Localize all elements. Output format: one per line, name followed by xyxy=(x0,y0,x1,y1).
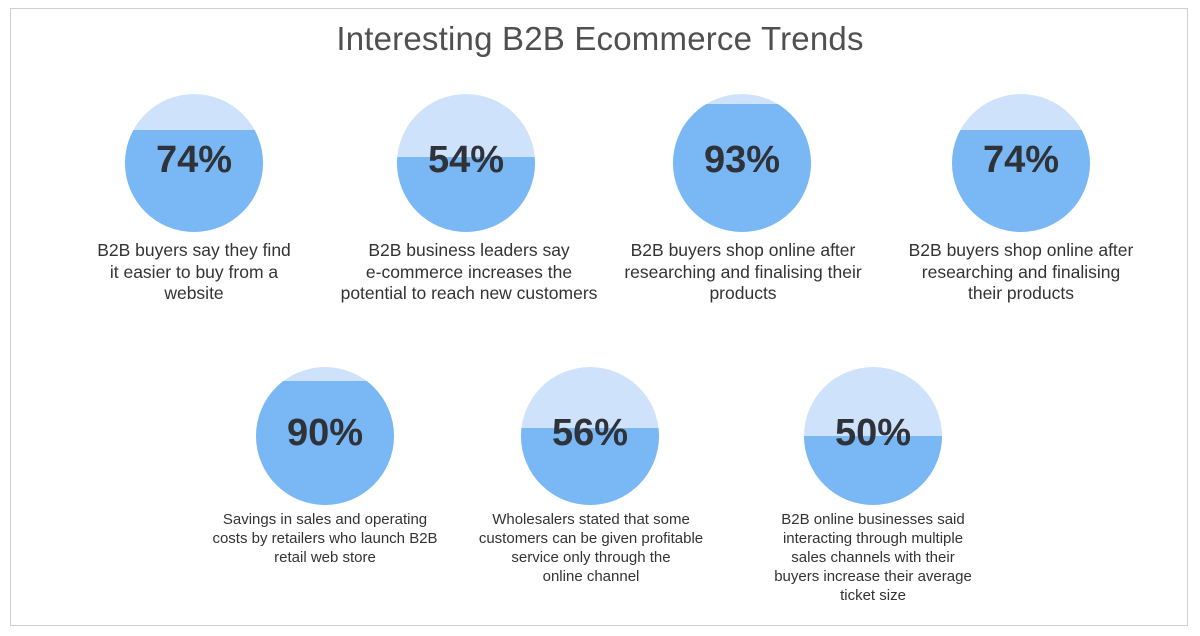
stat-percent-4: 74% xyxy=(982,139,1060,181)
stat-caption-2: B2B business leaders say e-commerce incr… xyxy=(340,240,598,303)
stat-circle-7: 50% xyxy=(804,367,942,505)
stat-caption-6: Wholesalers stated that some customers c… xyxy=(478,511,704,585)
stat-fill-6 xyxy=(521,427,659,505)
stat-circle-6: 56% xyxy=(521,367,659,505)
stat-caption-4: B2B buyers shop online after researching… xyxy=(908,240,1134,303)
stat-circle-2: 54% xyxy=(397,94,535,232)
stat-fill-5 xyxy=(256,380,394,505)
stat-fill-7 xyxy=(804,436,942,505)
stat-circle-3: 93% xyxy=(673,94,811,232)
stat-caption-1: B2B buyers say they find it easier to bu… xyxy=(97,240,291,303)
stat-circle-4: 74% xyxy=(952,94,1090,232)
stat-percent-1: 74% xyxy=(155,139,233,181)
page-title: Interesting B2B Ecommerce Trends xyxy=(336,20,864,57)
stat-fill-2 xyxy=(397,157,535,232)
stat-percent-6: 56% xyxy=(551,412,629,454)
stat-caption-7: B2B online businesses said interacting t… xyxy=(774,511,972,604)
stat-circle-5: 90% xyxy=(256,367,394,505)
stat-fill-4 xyxy=(952,129,1090,232)
stat-caption-5: Savings in sales and operating costs by … xyxy=(212,511,438,566)
stat-percent-3: 93% xyxy=(703,139,781,181)
stat-fill-1 xyxy=(125,129,263,232)
stat-circle-1: 74% xyxy=(125,94,263,232)
stat-percent-5: 90% xyxy=(286,412,364,454)
stat-caption-3: B2B buyers shop online after researching… xyxy=(624,240,862,303)
stat-fill-3 xyxy=(673,103,811,232)
stat-percent-2: 54% xyxy=(427,139,505,181)
stat-percent-7: 50% xyxy=(834,412,912,454)
